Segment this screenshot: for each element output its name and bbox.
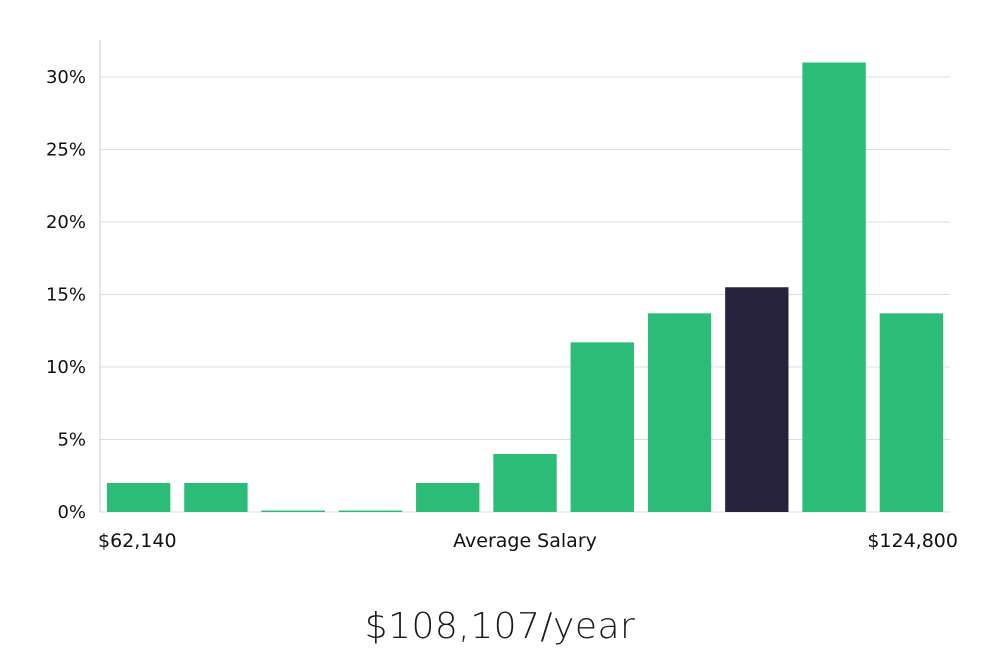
grid-lines <box>100 76 950 513</box>
bars <box>106 62 944 512</box>
y-tick-label: 30% <box>46 67 86 88</box>
average-salary-value: $108,107/year <box>364 606 636 647</box>
bar <box>106 483 171 512</box>
y-tick-label: 5% <box>57 430 86 451</box>
y-tick-labels: 0% 5% 10% 15% 20% 25% 30% <box>46 67 86 523</box>
y-tick-label: 10% <box>46 357 86 378</box>
x-axis-title: Average Salary <box>453 530 597 552</box>
bar-highlighted <box>725 287 789 512</box>
salary-histogram: 0% 5% 10% 15% 20% 25% 30% $62,140 Average Sala… <box>46 40 958 552</box>
bar <box>338 510 403 512</box>
y-tick-label: 20% <box>46 212 86 233</box>
bar <box>416 483 480 512</box>
y-tick-label: 15% <box>46 285 86 306</box>
y-tick-label: 25% <box>46 140 86 161</box>
y-tick-label: 0% <box>57 502 86 523</box>
x-max-label: $124,800 <box>867 530 958 552</box>
bar <box>184 483 248 512</box>
bar <box>802 62 866 512</box>
x-min-label: $62,140 <box>98 530 177 552</box>
bar <box>570 342 634 512</box>
bar <box>879 313 944 512</box>
bar <box>647 313 712 512</box>
bar <box>493 454 557 512</box>
bar <box>261 510 325 512</box>
